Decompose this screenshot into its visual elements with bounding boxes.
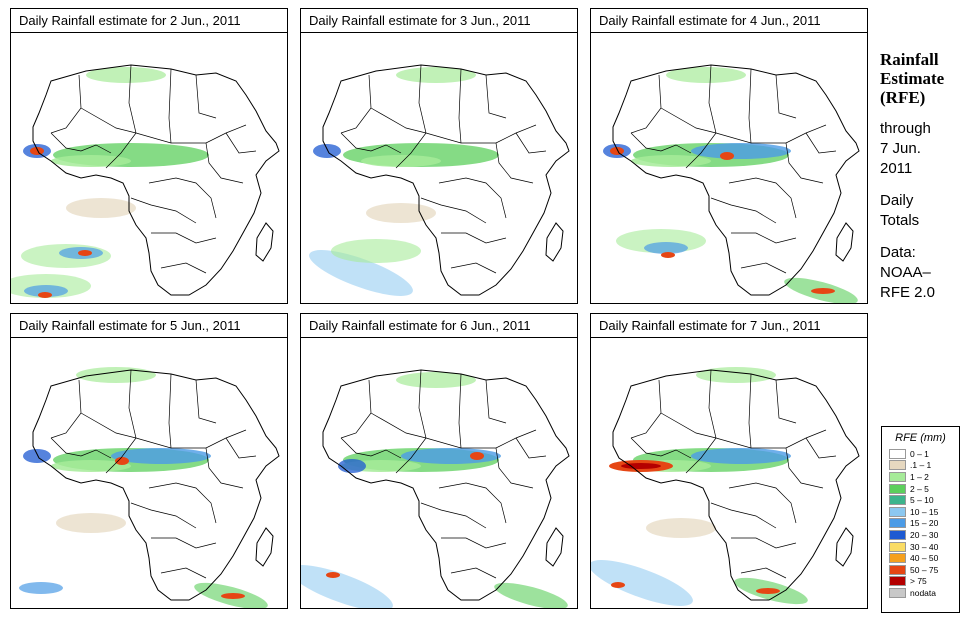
map-panel-2-jun: Daily Rainfall estimate for 2 Jun., 2011	[10, 8, 288, 304]
legend-item: 20 – 30	[889, 529, 959, 541]
legend-label: nodata	[910, 587, 936, 598]
panel-title: Daily Rainfall estimate for 6 Jun., 2011	[301, 314, 577, 338]
legend-swatch	[889, 518, 906, 529]
rainfall-map	[301, 338, 577, 608]
legend-swatch	[889, 576, 906, 587]
rainfall-map	[591, 338, 867, 608]
legend-item: 10 – 15	[889, 506, 959, 518]
through-label: through	[880, 120, 931, 137]
legend-swatch	[889, 460, 906, 471]
title-line-3: (RFE)	[880, 88, 926, 107]
legend-label: 0 – 1	[910, 448, 929, 459]
legend-item: 2 – 5	[889, 483, 959, 495]
rainfall-map	[591, 33, 867, 303]
legend-title: RFE (mm)	[895, 432, 946, 444]
map-panel-4-jun: Daily Rainfall estimate for 4 Jun., 2011	[590, 8, 868, 304]
legend-label: 20 – 30	[910, 529, 939, 540]
rainfall-map	[301, 33, 577, 303]
legend-swatch	[889, 529, 906, 540]
legend-label: 1 – 2	[910, 471, 929, 482]
legend-label: .1 – 1	[910, 460, 932, 471]
legend-swatch	[889, 471, 906, 482]
legend-swatch	[889, 553, 906, 564]
title-line-2: Estimate	[880, 69, 945, 88]
legend-label: > 75	[910, 576, 927, 587]
legend-item: 30 – 40	[889, 541, 959, 553]
map-panel-6-jun: Daily Rainfall estimate for 6 Jun., 2011	[300, 313, 578, 609]
data-line-1: Data:	[880, 244, 916, 261]
legend-item: 5 – 10	[889, 494, 959, 506]
map-panel-5-jun: Daily Rainfall estimate for 5 Jun., 2011	[10, 313, 288, 609]
map-panel-7-jun: Daily Rainfall estimate for 7 Jun., 2011	[590, 313, 868, 609]
data-line-2: NOAA–	[880, 264, 931, 281]
legend-item: 15 – 20	[889, 518, 959, 530]
legend-label: 40 – 50	[910, 553, 939, 564]
legend-item: 40 – 50	[889, 552, 959, 564]
totals-line-1: Daily	[880, 192, 914, 209]
legend-label: 10 – 15	[910, 506, 939, 517]
panel-title: Daily Rainfall estimate for 7 Jun., 2011	[591, 314, 867, 338]
legend-item: 50 – 75	[889, 564, 959, 576]
through-year: 2011	[880, 160, 913, 177]
legend-item: .1 – 1	[889, 460, 959, 472]
legend-item: 1 – 2	[889, 471, 959, 483]
panel-title: Daily Rainfall estimate for 4 Jun., 2011	[591, 9, 867, 33]
totals-line-2: Totals	[880, 212, 920, 229]
legend-item: nodata	[889, 587, 959, 599]
through-date: 7 Jun.	[880, 140, 921, 157]
legend-swatch	[889, 587, 906, 598]
side-annotation: Rainfall Estimate (RFE) through 7 Jun. 2…	[880, 50, 965, 303]
legend-label: 2 – 5	[910, 483, 929, 494]
panel-title: Daily Rainfall estimate for 2 Jun., 2011	[11, 9, 287, 33]
legend-swatch	[889, 495, 906, 506]
title-line-1: Rainfall	[880, 50, 939, 69]
legend-label: 50 – 75	[910, 564, 939, 575]
legend-label: 15 – 20	[910, 518, 939, 529]
legend-item: > 75	[889, 576, 959, 588]
legend-label: 5 – 10	[910, 495, 934, 506]
rainfall-map	[11, 338, 287, 608]
legend-item: 0 – 1	[889, 448, 959, 460]
panel-title: Daily Rainfall estimate for 5 Jun., 2011	[11, 314, 287, 338]
data-line-3: RFE 2.0	[880, 284, 936, 301]
legend-swatch	[889, 541, 906, 552]
rainfall-map	[11, 33, 287, 303]
legend-swatch	[889, 483, 906, 494]
legend-swatch	[889, 564, 906, 575]
legend-swatch	[889, 506, 906, 517]
panel-title: Daily Rainfall estimate for 3 Jun., 2011	[301, 9, 577, 33]
legend-swatch	[889, 448, 906, 459]
map-panel-3-jun: Daily Rainfall estimate for 3 Jun., 2011	[300, 8, 578, 304]
legend-label: 30 – 40	[910, 541, 939, 552]
